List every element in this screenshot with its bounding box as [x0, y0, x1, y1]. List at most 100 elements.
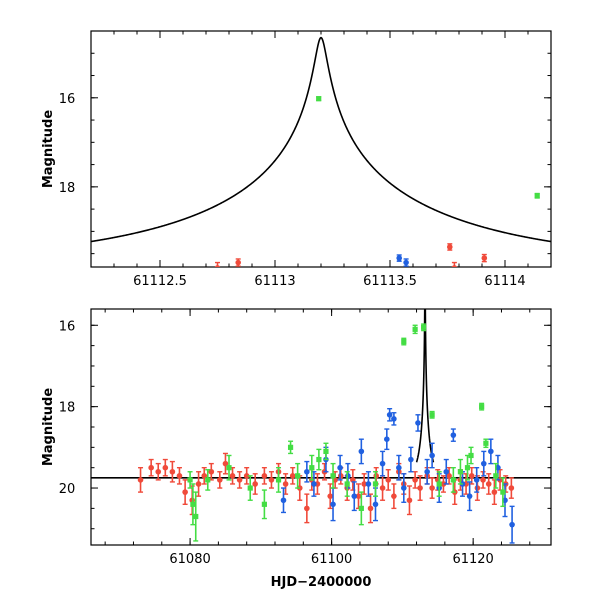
x-tick-label: 61100 — [311, 552, 352, 567]
red-data-point — [429, 477, 435, 499]
red-data-point — [252, 473, 258, 495]
red-data-point — [440, 475, 447, 493]
red-data-point — [451, 261, 458, 267]
red-data-point — [182, 479, 188, 506]
red-data-point — [268, 471, 275, 489]
green-data-point — [330, 462, 336, 489]
top-panel-ticks: 61112.5 61113 61113.5 61114 16 18 — [59, 30, 552, 289]
bottom-x-axis-label: HJD−2400000 — [271, 575, 372, 590]
red-data-point — [289, 466, 296, 485]
red-data-point — [481, 253, 488, 263]
red-data-point — [304, 493, 310, 524]
blue-data-point — [391, 412, 397, 426]
bottom-panel: 61080 61100 61120 16 18 20 Magnitude HJD−2400… — [41, 308, 552, 590]
x-tick-label: 61114 — [484, 274, 525, 289]
blue-data-point — [403, 258, 409, 267]
red-data-point — [243, 466, 250, 485]
blue-data-point — [488, 438, 494, 465]
y-tick-label: 16 — [59, 92, 76, 107]
x-tick-label: 61080 — [169, 552, 210, 567]
blue-data-point — [401, 473, 407, 503]
blue-data-point — [311, 471, 317, 497]
green-data-point — [412, 324, 418, 335]
blue-data-point — [509, 505, 515, 544]
red-data-point — [485, 473, 492, 495]
blue-data-point — [365, 471, 372, 497]
blue-data-point — [379, 450, 386, 477]
green-data-point — [226, 454, 232, 481]
green-data-point — [468, 446, 474, 465]
green-data-point — [457, 458, 464, 485]
blue-data-point — [384, 428, 390, 451]
red-data-point — [217, 471, 223, 489]
top-model-curve — [91, 36, 551, 243]
red-data-point — [155, 462, 162, 481]
blue-data-point — [408, 446, 414, 473]
blue-data-point — [337, 454, 343, 481]
red-data-point — [162, 458, 169, 477]
green-data-point — [344, 471, 350, 497]
blue-data-point — [280, 487, 287, 514]
red-data-point — [391, 483, 397, 510]
green-data-point — [372, 471, 379, 497]
green-data-point — [247, 475, 253, 501]
green-data-point — [316, 96, 322, 102]
green-data-point — [483, 438, 489, 449]
red-data-point — [261, 466, 268, 485]
green-data-point — [323, 442, 329, 461]
top-y-axis-label: Magnitude — [41, 110, 56, 189]
x-tick-label: 61113 — [254, 274, 295, 289]
bottom-y-axis-label: Magnitude — [41, 388, 56, 467]
blue-data-point — [386, 407, 393, 422]
green-data-point — [190, 483, 196, 526]
red-data-point — [417, 475, 423, 501]
green-data-point — [316, 448, 322, 471]
green-data-point — [287, 440, 294, 455]
red-data-point — [508, 477, 515, 499]
blue-data-point — [424, 458, 430, 485]
red-data-point — [412, 471, 418, 489]
red-data-point — [361, 473, 367, 495]
green-data-point — [275, 466, 282, 493]
x-tick-label: 61112.5 — [133, 274, 187, 289]
red-data-point — [176, 466, 183, 485]
x-tick-label: 61113.5 — [363, 274, 417, 289]
x-tick-label: 61120 — [452, 552, 493, 567]
red-data-point — [169, 460, 176, 483]
bottom-model-curve — [415, 309, 435, 463]
red-data-point — [385, 469, 392, 491]
blue-data-point — [443, 458, 450, 485]
red-data-point — [201, 466, 208, 485]
green-data-point — [436, 471, 442, 497]
red-data-point — [446, 466, 452, 485]
blue-data-point — [415, 414, 421, 432]
bottom-panel-frame — [90, 308, 552, 546]
y-tick-label: 18 — [59, 401, 76, 416]
red-data-point — [137, 466, 144, 493]
green-data-point — [493, 462, 499, 489]
green-data-point — [261, 489, 267, 520]
blue-data-point — [396, 454, 402, 481]
red-data-point — [379, 475, 386, 501]
red-data-point — [214, 261, 221, 267]
top-panel-frame — [90, 30, 552, 268]
y-tick-label: 16 — [59, 319, 76, 334]
y-tick-label: 18 — [59, 181, 76, 196]
red-data-point — [447, 243, 453, 251]
top-panel-points — [214, 96, 540, 267]
bottom-panel-ticks: 61080 61100 61120 16 18 20 — [59, 309, 551, 567]
green-data-point — [358, 491, 364, 526]
top-panel: 61112.5 61113 61113.5 61114 16 18 Magnitude — [41, 30, 552, 289]
red-data-point — [350, 469, 356, 491]
red-data-point — [235, 258, 241, 267]
red-data-point — [367, 493, 374, 524]
red-data-point — [222, 452, 229, 475]
bottom-panel-points — [137, 323, 515, 544]
blue-data-point — [304, 460, 310, 483]
green-data-point — [309, 454, 315, 481]
green-data-point — [205, 469, 211, 491]
red-data-point — [327, 483, 334, 510]
red-data-point — [195, 471, 202, 497]
blue-data-point — [429, 442, 435, 469]
